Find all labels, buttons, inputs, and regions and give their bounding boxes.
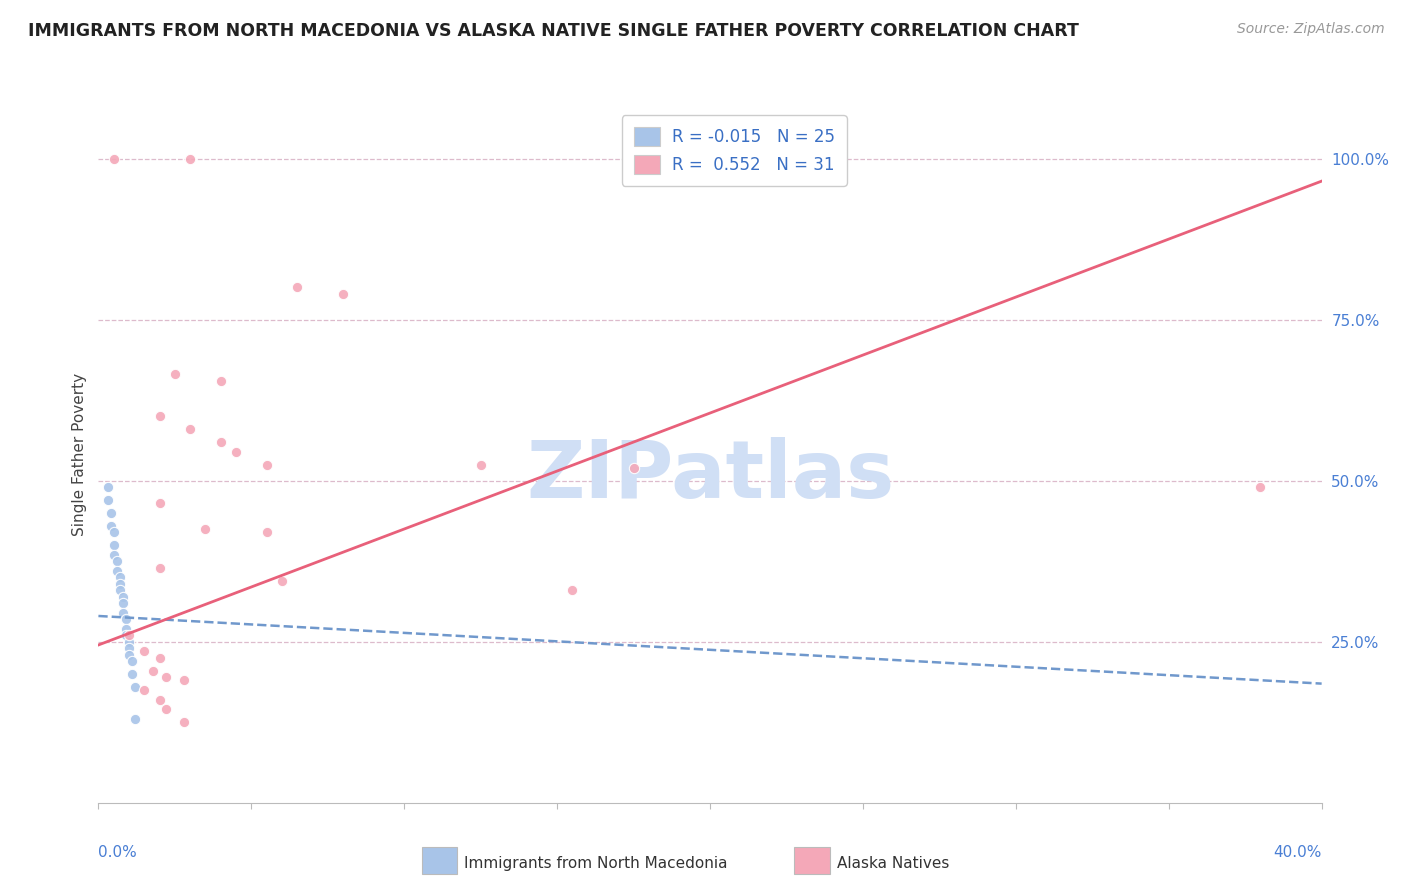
Point — [790, 152, 813, 166]
Point — [111, 590, 134, 604]
Text: Immigrants from North Macedonia: Immigrants from North Macedonia — [464, 856, 727, 871]
Legend: R = -0.015   N = 25, R =  0.552   N = 31: R = -0.015 N = 25, R = 0.552 N = 31 — [623, 115, 846, 186]
Point — [209, 435, 232, 450]
Point — [256, 458, 278, 472]
Point — [163, 368, 186, 382]
Point — [173, 715, 195, 730]
Point — [225, 444, 247, 458]
Point — [118, 648, 141, 662]
Point — [179, 422, 201, 436]
Text: IMMIGRANTS FROM NORTH MACEDONIA VS ALASKA NATIVE SINGLE FATHER POVERTY CORRELATI: IMMIGRANTS FROM NORTH MACEDONIA VS ALASK… — [28, 22, 1078, 40]
Point — [100, 506, 122, 520]
Point — [115, 628, 138, 642]
Point — [121, 654, 143, 668]
Point — [142, 664, 165, 678]
Point — [149, 496, 172, 510]
Point — [124, 680, 146, 694]
Point — [115, 622, 138, 636]
Point — [118, 634, 141, 648]
Point — [149, 560, 172, 574]
Text: 40.0%: 40.0% — [1274, 845, 1322, 860]
Point — [115, 612, 138, 626]
Point — [118, 628, 141, 642]
Point — [103, 525, 125, 540]
Point — [1249, 480, 1271, 494]
Text: 0.0%: 0.0% — [98, 845, 138, 860]
Point — [100, 518, 122, 533]
Point — [103, 548, 125, 562]
Point — [103, 152, 125, 166]
Point — [118, 641, 141, 656]
Point — [121, 667, 143, 681]
Point — [149, 651, 172, 665]
Point — [105, 564, 128, 578]
Point — [179, 152, 201, 166]
Point — [149, 409, 172, 424]
Point — [124, 712, 146, 726]
Point — [108, 583, 131, 598]
Point — [149, 692, 172, 706]
Point — [285, 280, 308, 294]
Text: Alaska Natives: Alaska Natives — [837, 856, 949, 871]
Y-axis label: Single Father Poverty: Single Father Poverty — [72, 374, 87, 536]
Point — [155, 670, 177, 684]
Point — [97, 493, 120, 508]
Point — [173, 673, 195, 688]
Point — [155, 702, 177, 716]
Point — [470, 458, 492, 472]
Point — [134, 683, 156, 698]
Text: Source: ZipAtlas.com: Source: ZipAtlas.com — [1237, 22, 1385, 37]
Point — [256, 525, 278, 540]
Point — [194, 522, 217, 536]
Point — [561, 583, 583, 598]
Point — [623, 460, 645, 475]
Point — [103, 538, 125, 552]
Point — [97, 480, 120, 494]
Point — [134, 644, 156, 658]
Point — [111, 596, 134, 610]
Point — [111, 606, 134, 620]
Point — [270, 574, 292, 588]
Point — [209, 374, 232, 388]
Point — [108, 576, 131, 591]
Point — [105, 554, 128, 568]
Point — [108, 570, 131, 584]
Point — [332, 286, 354, 301]
Text: ZIPatlas: ZIPatlas — [526, 437, 894, 515]
